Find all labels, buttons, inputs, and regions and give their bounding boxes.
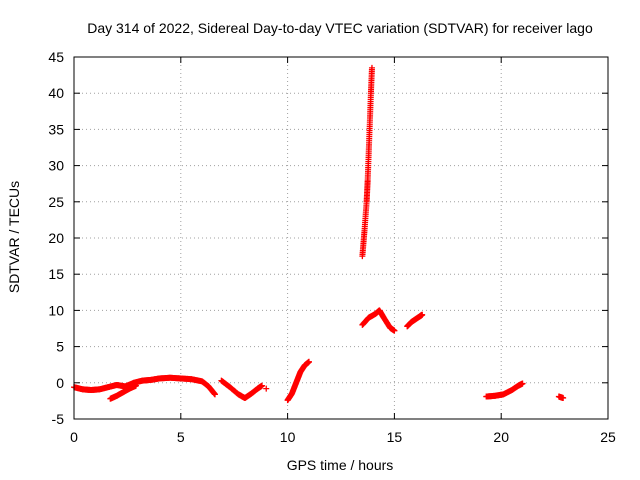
- y-tick-label: 15: [48, 266, 64, 282]
- x-tick-label: 15: [387, 429, 403, 445]
- data-point: [211, 391, 218, 398]
- y-tick-label: 5: [56, 339, 64, 355]
- axis-ticks: 0 5 10 15 20 25 -5 0 5 10 15 20 25 30 35 40 45: [48, 49, 616, 445]
- data-point: [132, 382, 139, 389]
- data-point: [391, 327, 398, 334]
- y-tick-label: 35: [48, 121, 64, 137]
- y-axis-label: SDTVAR / TECUs: [6, 181, 22, 293]
- series-seg5: [284, 358, 312, 404]
- y-tick-label: -5: [52, 411, 65, 427]
- series-seg7: [359, 307, 398, 334]
- series-seg10: [555, 393, 567, 402]
- x-tick-label: 0: [70, 429, 78, 445]
- y-tick-label: 30: [48, 158, 64, 174]
- chart-title: Day 314 of 2022, Sidereal Day-to-day VTE…: [87, 20, 593, 36]
- data-points: [71, 64, 567, 404]
- series-seg9: [483, 380, 526, 400]
- data-point: [519, 380, 526, 387]
- x-tick-label: 20: [493, 429, 509, 445]
- y-tick-label: 0: [56, 375, 64, 391]
- series-seg6: [359, 64, 375, 260]
- data-point: [560, 395, 567, 402]
- x-tick-label: 10: [280, 429, 296, 445]
- data-point: [263, 385, 270, 392]
- series-seg4: [263, 385, 270, 392]
- y-tick-label: 25: [48, 194, 64, 210]
- series-seg1: [71, 374, 218, 398]
- grid-lines: [74, 57, 608, 419]
- series-seg8: [404, 311, 426, 330]
- data-point: [258, 382, 265, 389]
- x-tick-label: 25: [600, 429, 616, 445]
- y-tick-label: 20: [48, 230, 64, 246]
- data-point: [419, 311, 426, 318]
- series-seg2: [107, 382, 139, 402]
- y-tick-label: 45: [48, 49, 64, 65]
- data-point: [305, 358, 312, 365]
- y-tick-label: 10: [48, 302, 64, 318]
- series-seg3: [218, 377, 265, 402]
- x-tick-label: 5: [177, 429, 185, 445]
- data-point: [368, 64, 375, 71]
- y-tick-label: 40: [48, 85, 64, 101]
- x-axis-label: GPS time / hours: [287, 457, 394, 473]
